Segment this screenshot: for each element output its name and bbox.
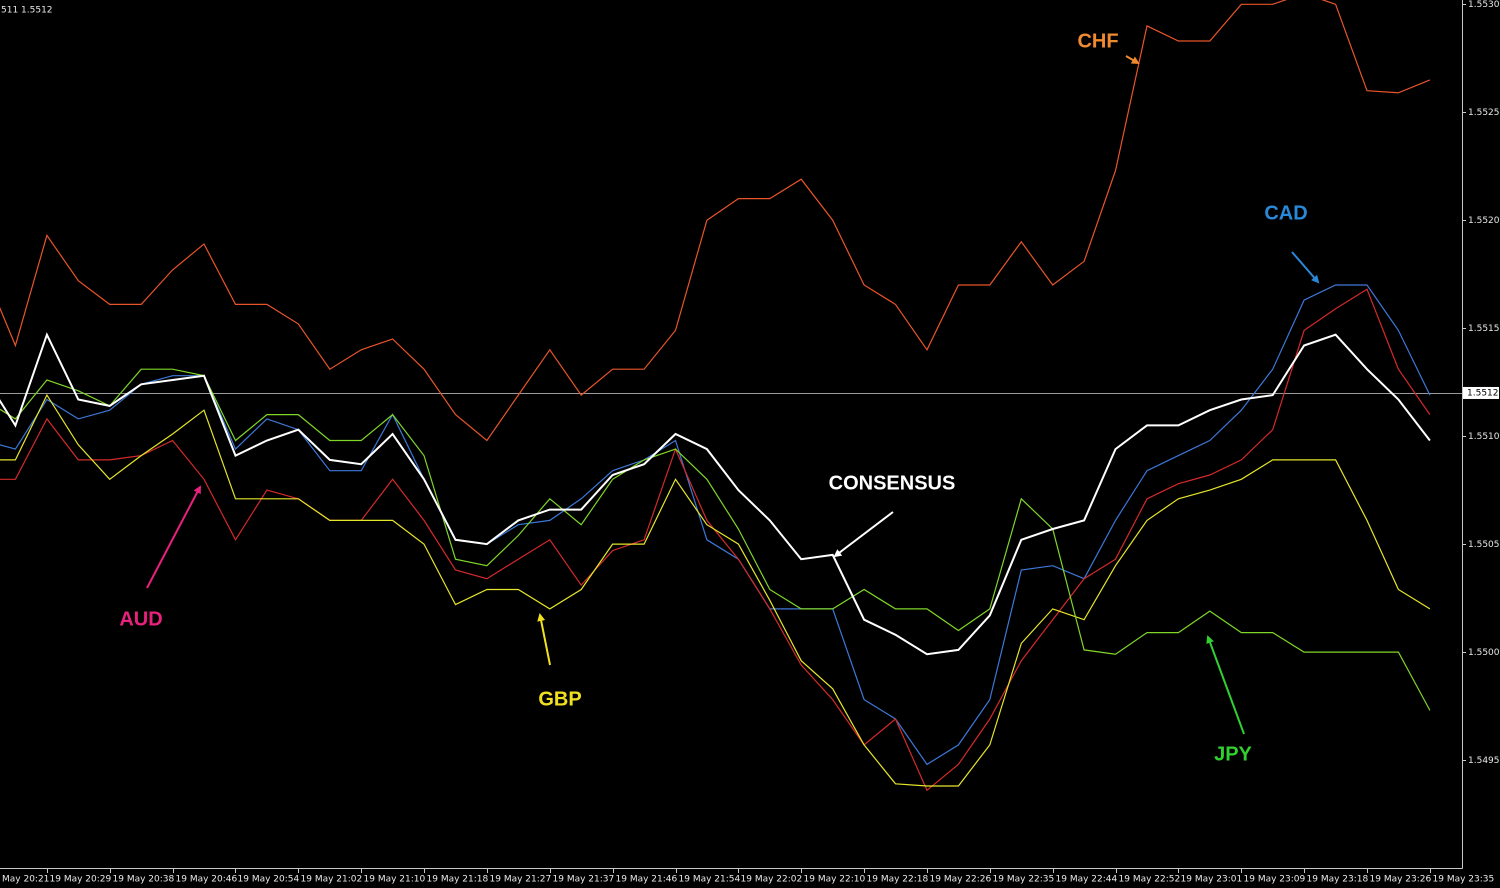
annotation-arrow bbox=[1125, 55, 1140, 65]
x-tick-label: 19 May 23:26 bbox=[1370, 875, 1432, 885]
series-line bbox=[0, 288, 1431, 792]
y-tick-label: 1.5505 bbox=[1468, 540, 1500, 550]
x-tick-label: 19 May 21:27 bbox=[490, 875, 552, 885]
x-tick-label: 19 May 22:26 bbox=[930, 875, 992, 885]
x-tick-label: 19 May 22:02 bbox=[741, 875, 803, 885]
x-tick-label: 19 May 21:37 bbox=[553, 875, 615, 885]
x-tick-label: 19 May 22:18 bbox=[867, 875, 929, 885]
annotation-label: JPY bbox=[1214, 743, 1252, 765]
x-tick-label: 19 May 20:29 bbox=[50, 875, 112, 885]
annotation-arrow bbox=[146, 485, 201, 589]
y-tick-label: 1.5510 bbox=[1468, 432, 1500, 442]
x-tick-label: 19 May 21:18 bbox=[427, 875, 489, 885]
x-tick-label: 19 May 22:44 bbox=[1056, 875, 1118, 885]
x-tick-label: 19 May 23:01 bbox=[1181, 875, 1243, 885]
annotation-label: CONSENSUS bbox=[829, 472, 956, 494]
x-tick-label: 19 May 21:10 bbox=[364, 875, 426, 885]
series-line bbox=[0, 393, 1431, 787]
x-tick-label: 19 May 23:18 bbox=[1307, 875, 1369, 885]
x-tick-label: 19 May 20:54 bbox=[238, 875, 300, 885]
x-tick-label: 19 May 23:35 bbox=[1433, 875, 1495, 885]
series-line bbox=[0, 284, 1431, 766]
y-tick-label: 1.5520 bbox=[1468, 216, 1500, 226]
annotation-label: CAD bbox=[1264, 202, 1307, 224]
y-tick-label: 1.5495 bbox=[1468, 756, 1500, 766]
y-tick-label: 1.5500 bbox=[1468, 648, 1500, 658]
y-tick-label: 1.5525 bbox=[1468, 108, 1500, 118]
current-price-box bbox=[1463, 386, 1499, 399]
info-text: 511 1.5512 bbox=[1, 6, 53, 16]
current-price-label: 1.5512 bbox=[1467, 388, 1499, 398]
annotation-label: GBP bbox=[538, 688, 581, 710]
x-tick-label: 19 May 21:46 bbox=[616, 875, 678, 885]
series-line bbox=[0, 332, 1431, 656]
x-tick-label: 19 May 20:46 bbox=[176, 875, 238, 885]
x-tick-label: 19 May 21:02 bbox=[301, 875, 363, 885]
annotation-label: AUD bbox=[119, 608, 162, 630]
annotation-arrow bbox=[1206, 635, 1245, 735]
annotation-arrow bbox=[537, 613, 551, 666]
y-tick-label: 1.5515 bbox=[1468, 324, 1500, 334]
x-tick-label: 19 May 22:52 bbox=[1119, 875, 1181, 885]
x-tick-label: May 20:21 bbox=[2, 875, 49, 885]
annotation-arrow bbox=[833, 511, 894, 558]
x-tick-label: 19 May 20:38 bbox=[113, 875, 175, 885]
annotation-label: CHF bbox=[1077, 30, 1118, 52]
x-tick-label: 19 May 22:10 bbox=[804, 875, 866, 885]
series-line bbox=[0, 368, 1431, 711]
x-tick-label: 19 May 21:54 bbox=[679, 875, 741, 885]
x-tick-label: 19 May 23:09 bbox=[1244, 875, 1306, 885]
plot-area bbox=[0, 0, 1462, 792]
y-tick-label: 1.5530 bbox=[1468, 0, 1500, 10]
x-tick-label: 19 May 22:35 bbox=[993, 875, 1055, 885]
annotation-arrow bbox=[1291, 251, 1320, 284]
series-line bbox=[0, 0, 1431, 442]
